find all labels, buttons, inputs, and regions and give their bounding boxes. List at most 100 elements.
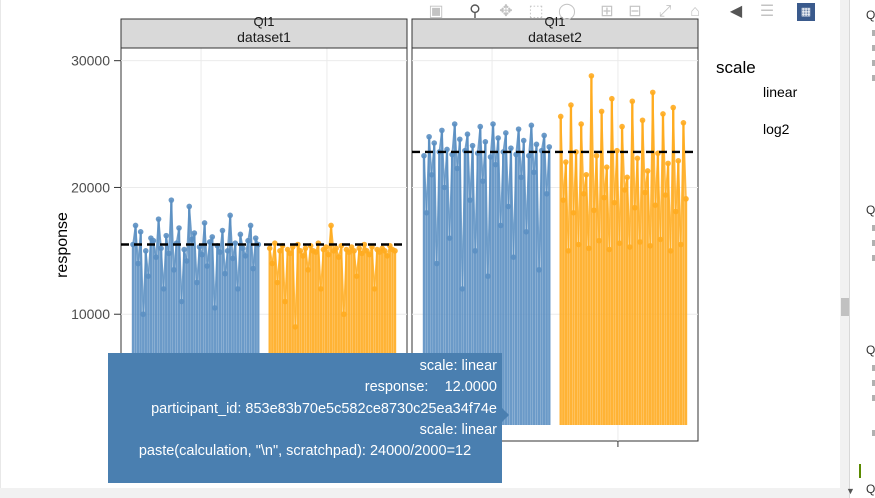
data-segment bbox=[371, 246, 376, 289]
data-segment bbox=[590, 75, 595, 211]
data-segment bbox=[512, 154, 517, 258]
right-panel-mark bbox=[872, 240, 875, 246]
data-segment bbox=[631, 101, 636, 208]
horizontal-scrollbar[interactable] bbox=[0, 488, 840, 498]
pan-icon[interactable]: ✥ bbox=[499, 3, 513, 20]
data-segment bbox=[525, 155, 530, 232]
right-panel-mark bbox=[872, 395, 875, 401]
data-segment bbox=[284, 249, 289, 302]
data-segment bbox=[307, 245, 312, 270]
data-segment bbox=[598, 111, 603, 241]
data-segment bbox=[448, 154, 453, 239]
camera-icon[interactable]: ▣ bbox=[428, 3, 444, 20]
data-point bbox=[680, 119, 687, 126]
data-segment bbox=[435, 151, 441, 264]
data-segment bbox=[441, 130, 446, 188]
data-segment bbox=[497, 137, 502, 226]
legend-item-log2[interactable]: log2 bbox=[763, 121, 790, 137]
data-segment bbox=[425, 136, 430, 213]
data-segment bbox=[320, 249, 325, 289]
data-segment bbox=[196, 246, 201, 283]
data-segment bbox=[530, 125, 535, 173]
data-segment bbox=[461, 150, 466, 289]
hover-compare-icon[interactable]: ☰ bbox=[759, 3, 775, 20]
legend-item-linear[interactable]: linear bbox=[763, 84, 798, 100]
data-segment bbox=[669, 107, 675, 251]
right-panel-mark bbox=[872, 60, 875, 66]
data-segment bbox=[522, 140, 528, 232]
data-segment bbox=[651, 92, 657, 206]
right-panel-fragment: Q bbox=[866, 343, 875, 357]
y-axis-title: response bbox=[54, 212, 71, 278]
data-segment bbox=[343, 249, 348, 315]
zoom-out-icon[interactable]: ⊟ bbox=[628, 3, 642, 20]
right-panel bbox=[850, 0, 875, 498]
data-segment bbox=[211, 236, 216, 308]
data-segment bbox=[188, 206, 193, 240]
tooltip-line: paste(calculation, "\n", scratchpad): 24… bbox=[138, 443, 472, 460]
data-segment bbox=[567, 105, 572, 251]
data-segment bbox=[570, 105, 575, 213]
legend-title: scale bbox=[716, 58, 756, 77]
data-segment bbox=[276, 250, 281, 283]
hover-closest-icon[interactable]: ◀ bbox=[729, 3, 743, 20]
right-panel-mark bbox=[872, 30, 875, 36]
zoom-in-icon[interactable]: ⊞ bbox=[600, 3, 614, 20]
scroll-down-arrow-icon[interactable]: ▼ bbox=[846, 486, 855, 496]
data-segment bbox=[428, 136, 433, 175]
data-segment bbox=[577, 124, 582, 245]
data-segment bbox=[628, 101, 634, 248]
data-point bbox=[609, 95, 615, 102]
vertical-scrollbar[interactable] bbox=[840, 0, 850, 498]
data-segment bbox=[330, 225, 335, 251]
data-segment bbox=[433, 143, 438, 264]
data-segment bbox=[545, 146, 551, 194]
autoscale-icon[interactable]: ⤢ bbox=[658, 3, 672, 20]
data-segment bbox=[487, 157, 492, 277]
data-segment bbox=[510, 148, 515, 258]
hover-tooltip: scale: linear response: 12.0000 particip… bbox=[108, 353, 502, 483]
data-segment bbox=[170, 200, 175, 270]
data-segment bbox=[453, 124, 459, 169]
y-tick-label: 10000 bbox=[71, 306, 110, 322]
scrollbar-thumb[interactable] bbox=[841, 298, 849, 316]
facet-strip bbox=[411, 18, 699, 49]
plotly-logo-icon[interactable]: ▦ bbox=[797, 3, 815, 21]
right-panel-fragment: Q bbox=[866, 482, 875, 496]
data-segment bbox=[304, 248, 309, 270]
right-panel-mark bbox=[872, 255, 875, 261]
data-segment bbox=[281, 245, 286, 302]
pane-divider[interactable] bbox=[849, 0, 850, 498]
lasso-icon[interactable]: ◯ bbox=[558, 3, 576, 20]
data-segment bbox=[173, 243, 178, 270]
data-segment bbox=[458, 139, 464, 289]
right-panel-fragment: Q bbox=[866, 203, 875, 217]
data-segment bbox=[600, 111, 605, 198]
data-segment bbox=[229, 215, 234, 259]
data-segment bbox=[373, 249, 378, 289]
data-segment bbox=[505, 132, 510, 207]
data-segment bbox=[682, 122, 687, 199]
data-segment bbox=[611, 98, 616, 203]
data-segment bbox=[499, 151, 505, 226]
tooltip-line: scale: linear bbox=[419, 358, 497, 374]
data-segment bbox=[291, 247, 297, 327]
right-panel-mark bbox=[872, 430, 875, 436]
data-point bbox=[683, 196, 689, 202]
data-segment bbox=[340, 245, 345, 315]
data-segment bbox=[252, 238, 257, 269]
right-panel-mark bbox=[872, 45, 875, 51]
data-point bbox=[557, 113, 564, 120]
data-segment bbox=[662, 113, 667, 196]
data-segment bbox=[193, 233, 198, 283]
y-tick-label: 20000 bbox=[71, 179, 110, 195]
data-segment bbox=[274, 243, 279, 283]
facet-strip bbox=[120, 18, 408, 49]
box-select-icon[interactable]: ⬚ bbox=[528, 3, 544, 20]
facet-strip-label: dataset1 bbox=[237, 29, 291, 45]
home-icon[interactable]: ⌂ bbox=[690, 3, 700, 20]
data-segment bbox=[672, 107, 677, 212]
zoom-icon[interactable]: ⚲ bbox=[469, 3, 481, 20]
data-segment bbox=[155, 219, 160, 258]
data-segment bbox=[538, 150, 543, 270]
